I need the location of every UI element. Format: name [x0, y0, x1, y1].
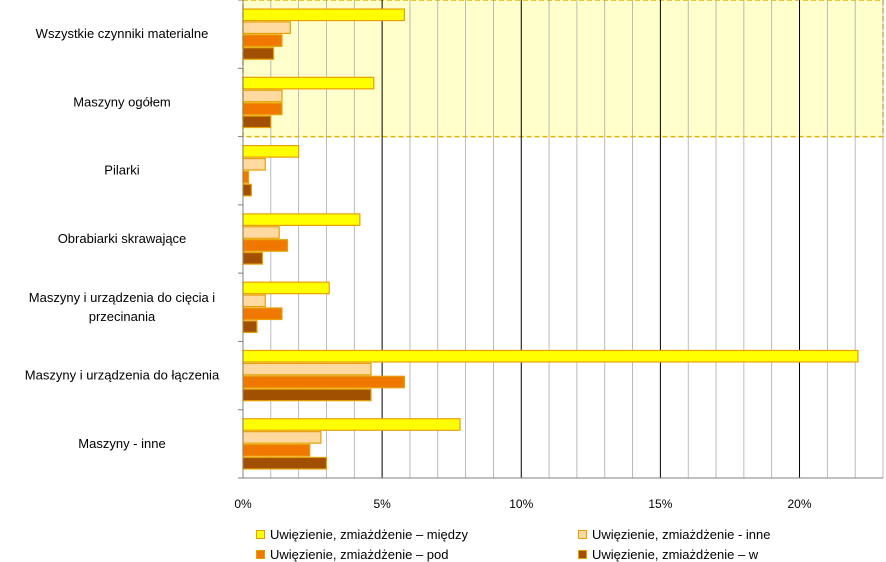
legend-swatch-under [256, 550, 265, 559]
bar [242, 183, 252, 197]
bar [242, 102, 283, 116]
bar [242, 456, 328, 470]
bar [242, 226, 280, 239]
category-label: Pilarki [104, 163, 140, 178]
bar [242, 362, 372, 376]
bar [242, 294, 266, 308]
legend-swatch-in [578, 550, 587, 559]
bar [242, 239, 289, 252]
category-label: Maszyny i urządzenia do cięcia i przecina… [29, 290, 216, 324]
bar [242, 76, 375, 90]
legend-label-in: Uwięzienie, zmiażdżenie – w [592, 547, 759, 562]
legend-label-other: Uwięzienie, zmiażdżenie - inne [592, 527, 771, 542]
bar [242, 418, 461, 431]
legend-item-under: Uwięzienie, zmiażdżenie – pod [256, 547, 448, 562]
x-tick-label: 10% [509, 497, 533, 511]
highlight-region [242, 0, 884, 138]
bar [242, 349, 859, 363]
category-label: Wszystkie czynniki materialne [36, 26, 209, 41]
bar [242, 8, 405, 22]
legend-swatch-other [578, 530, 587, 539]
bar [242, 281, 330, 295]
legend-label-under: Uwięzienie, zmiażdżenie – pod [270, 547, 449, 562]
bar [242, 431, 322, 444]
category-label: Maszyny - inne [78, 436, 165, 451]
legend-swatch-between [256, 530, 265, 539]
bar [242, 157, 266, 171]
bar [242, 307, 283, 321]
legend: Uwięzienie, zmiażdżenie – między Uwięzie… [250, 522, 880, 562]
bar [242, 375, 405, 389]
legend-item-between: Uwięzienie, zmiażdżenie – między [256, 527, 468, 542]
bar [242, 443, 311, 457]
bar [242, 170, 250, 184]
bar [242, 21, 291, 35]
category-label: Obrabiarki skrawające [58, 231, 187, 246]
bar [242, 47, 275, 60]
bar [242, 34, 283, 47]
bar-chart: Wszystkie czynniki materialne Maszyny ogó… [25, 0, 884, 511]
bar [242, 89, 283, 103]
legend-item-other: Uwięzienie, zmiażdżenie - inne [578, 527, 770, 542]
x-tick-label: 5% [373, 497, 391, 511]
bar [242, 252, 264, 265]
bar [242, 388, 372, 402]
x-tick-label: 0% [234, 497, 252, 511]
legend-item-in: Uwięzienie, zmiażdżenie – w [578, 547, 758, 562]
bar [242, 213, 361, 226]
x-tick-label: 15% [648, 497, 672, 511]
category-label: Maszyny i urządzenia do łączenia [25, 368, 220, 383]
bar [242, 145, 300, 158]
category-label: Maszyny ogółem [73, 94, 171, 109]
legend-label-between: Uwięzienie, zmiażdżenie – między [270, 527, 468, 542]
bar [242, 320, 258, 333]
x-tick-label: 20% [788, 497, 812, 511]
bar [242, 115, 272, 129]
